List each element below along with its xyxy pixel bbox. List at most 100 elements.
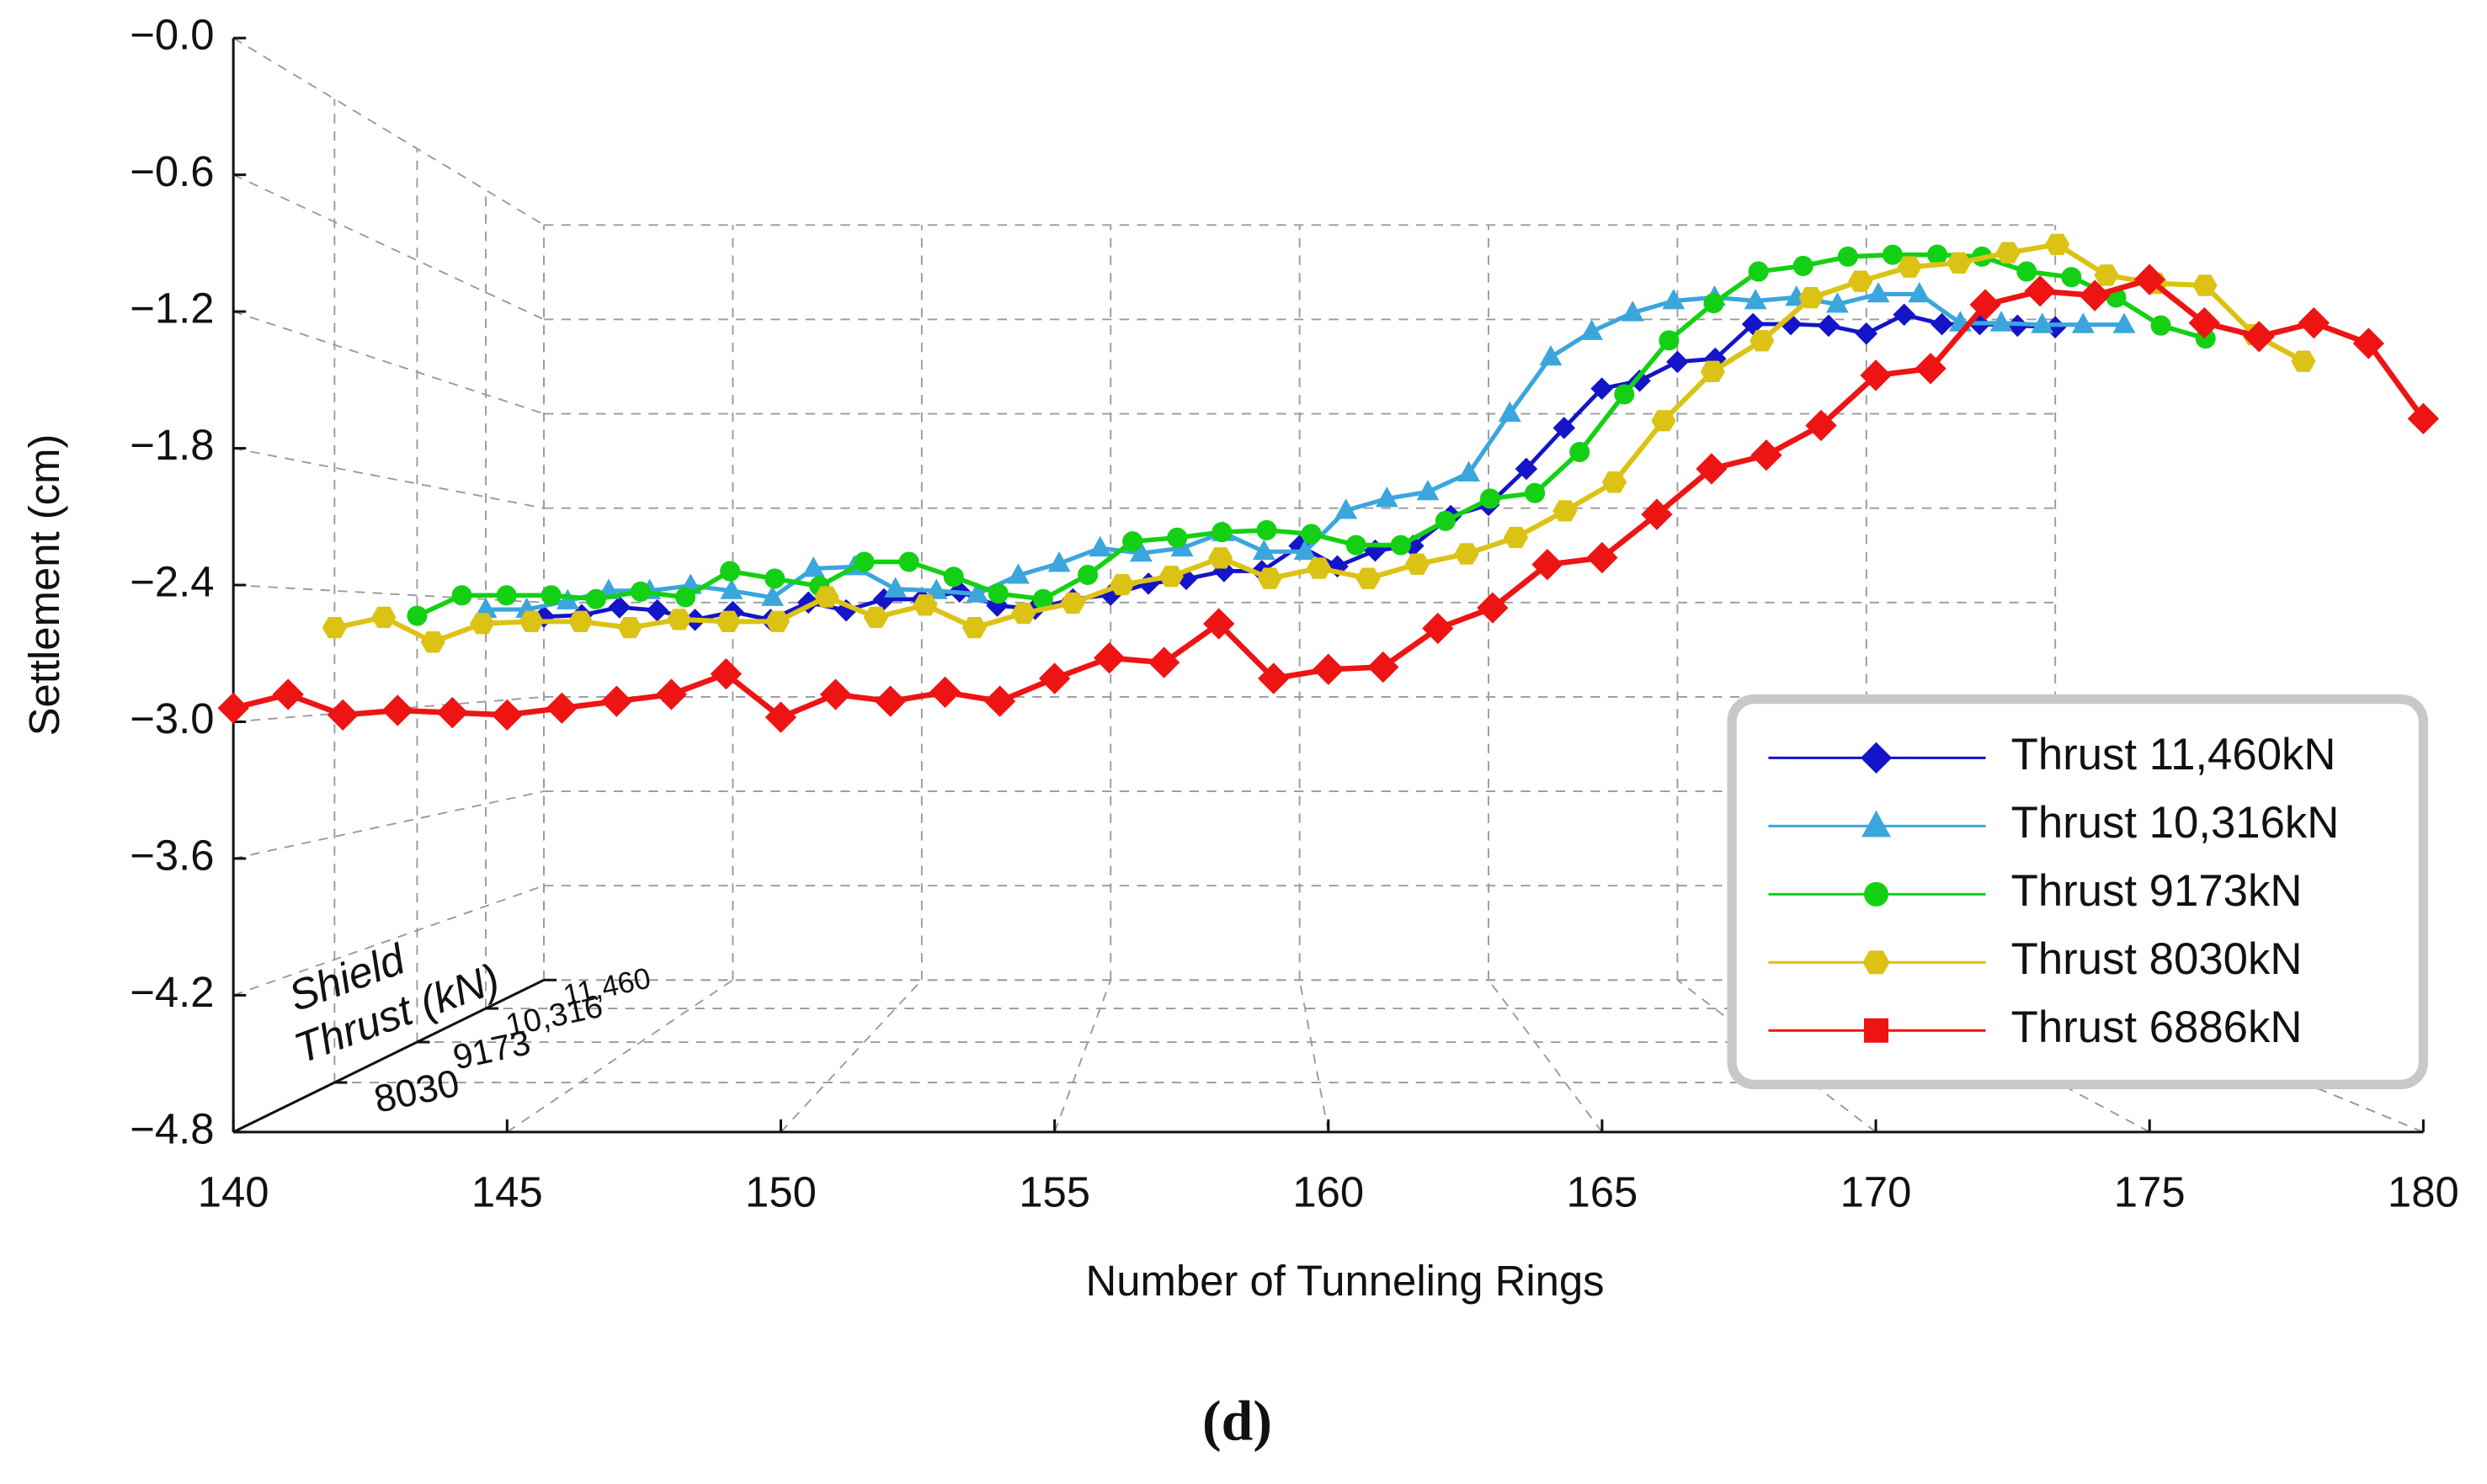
series xyxy=(322,233,2316,653)
marker xyxy=(436,696,468,729)
marker xyxy=(1614,384,1635,405)
z-tick-label: 8030 xyxy=(370,1061,463,1121)
marker xyxy=(1860,742,1893,774)
marker xyxy=(1995,242,2021,263)
marker xyxy=(819,678,852,710)
grid-line xyxy=(232,311,545,415)
x-tick-label: 155 xyxy=(1019,1168,1090,1216)
marker xyxy=(1792,255,1813,276)
marker xyxy=(720,561,741,582)
marker xyxy=(874,685,907,717)
marker xyxy=(1252,539,1275,561)
grid-line xyxy=(232,37,545,226)
x-tick-label: 140 xyxy=(198,1168,269,1216)
marker xyxy=(496,585,517,606)
marker xyxy=(2133,263,2165,295)
marker xyxy=(2044,233,2070,256)
legend: Thrust 11,460kN Thrust 10,316kN Thrust 917… xyxy=(1727,694,2429,1089)
marker xyxy=(929,676,961,708)
y-tick-label: −4.8 xyxy=(130,1104,214,1152)
y-tick-label: −0.6 xyxy=(130,147,214,195)
y-tick-label: −4.2 xyxy=(130,968,214,1016)
marker xyxy=(884,577,907,598)
marker xyxy=(470,613,495,635)
marker xyxy=(1167,527,1188,548)
y-tick-label: −3.0 xyxy=(130,694,214,742)
marker xyxy=(1129,540,1153,562)
legend-label: Thrust 10,316kN xyxy=(2011,798,2340,848)
series-line xyxy=(232,276,2426,721)
marker xyxy=(1416,479,1440,501)
marker xyxy=(1569,442,1590,463)
x-tick-label: 170 xyxy=(1840,1168,1912,1216)
marker xyxy=(1586,541,1618,574)
marker xyxy=(1158,566,1184,588)
marker xyxy=(2352,327,2385,359)
series xyxy=(474,281,2136,619)
marker xyxy=(863,606,889,629)
marker xyxy=(1867,281,1890,303)
marker xyxy=(764,610,791,632)
marker xyxy=(988,583,1009,604)
marker xyxy=(1525,482,1546,503)
marker xyxy=(1628,370,1651,392)
marker xyxy=(1454,543,1479,565)
marker xyxy=(2243,321,2275,353)
marker xyxy=(1893,303,1915,327)
x-tick-label: 180 xyxy=(2388,1168,2459,1216)
marker xyxy=(1651,410,1676,432)
marker xyxy=(1882,244,1903,265)
series xyxy=(217,263,2440,733)
marker xyxy=(1864,881,1889,907)
x-tick-label: 150 xyxy=(745,1168,817,1216)
marker xyxy=(1208,547,1233,569)
x-tick-label: 145 xyxy=(471,1168,543,1216)
x-tick-label: 175 xyxy=(2114,1168,2186,1216)
marker xyxy=(1798,287,1824,309)
marker xyxy=(2016,261,2037,282)
marker xyxy=(546,692,578,724)
marker xyxy=(1837,246,1858,267)
marker xyxy=(1861,810,1891,838)
marker xyxy=(1826,292,1849,313)
marker xyxy=(1212,522,1233,543)
legend-label: Thrust 6886kN xyxy=(2011,1003,2303,1052)
marker xyxy=(2061,267,2082,288)
marker xyxy=(1703,293,1724,314)
marker xyxy=(1748,261,1769,282)
marker xyxy=(1422,612,1454,645)
marker xyxy=(1503,526,1529,549)
marker xyxy=(1552,417,1576,439)
y-tick-label: −2.4 xyxy=(130,557,214,605)
marker xyxy=(600,685,633,717)
marker xyxy=(322,616,347,639)
grid-line xyxy=(1298,980,1329,1133)
plot-area xyxy=(217,233,2440,733)
marker xyxy=(1457,460,1481,481)
marker xyxy=(1552,500,1578,522)
marker xyxy=(801,556,825,577)
marker xyxy=(720,578,743,599)
marker xyxy=(1345,535,1366,556)
marker xyxy=(2024,275,2056,307)
marker xyxy=(1750,439,1782,471)
marker xyxy=(2150,315,2171,336)
marker xyxy=(381,694,413,726)
marker xyxy=(407,605,428,626)
legend-label: Thrust 9173kN xyxy=(2011,866,2303,916)
marker xyxy=(1855,322,1878,345)
marker xyxy=(1908,281,1931,303)
marker xyxy=(983,685,1016,717)
marker xyxy=(1367,651,1399,683)
z-tick-label: 11,460 xyxy=(561,962,654,1013)
marker xyxy=(2298,306,2330,339)
marker xyxy=(2188,306,2220,339)
marker xyxy=(1659,330,1680,351)
marker xyxy=(1203,608,1235,640)
marker xyxy=(519,610,544,632)
series xyxy=(532,303,2067,631)
marker xyxy=(1848,270,1873,292)
y-tick-label: −1.8 xyxy=(130,421,214,469)
marker xyxy=(1580,319,1603,340)
series-line xyxy=(333,242,2305,645)
